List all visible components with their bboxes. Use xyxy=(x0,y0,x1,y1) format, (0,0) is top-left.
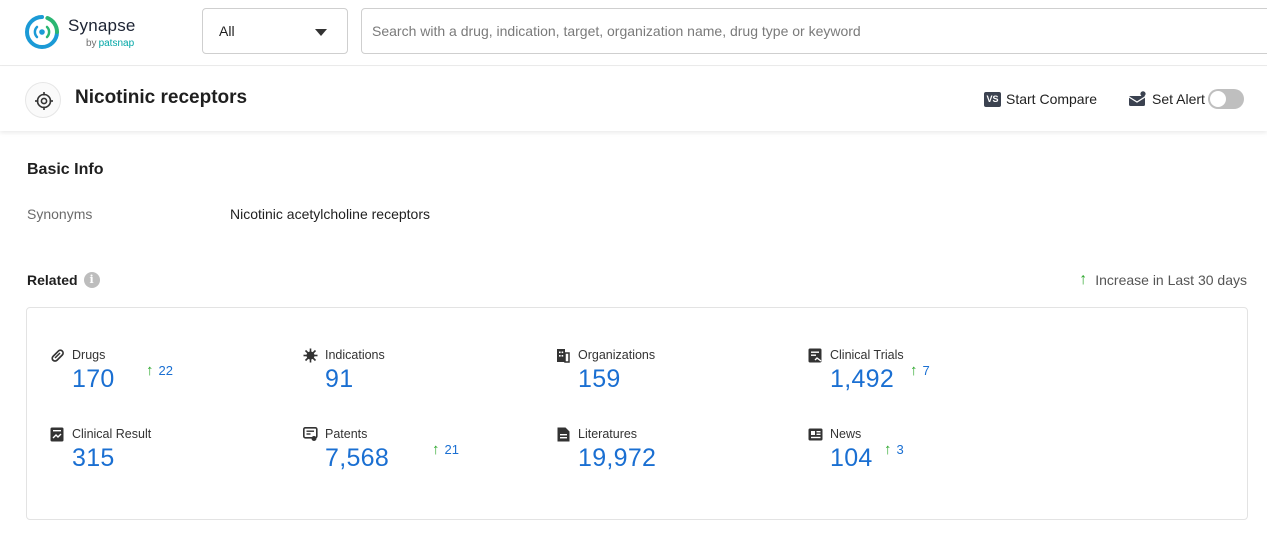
stat-increase: ↑ 21 xyxy=(432,442,459,458)
stat-value[interactable]: 104 xyxy=(830,444,873,473)
stat-value[interactable]: 19,972 xyxy=(578,444,656,473)
search-scope-value: All xyxy=(219,23,235,39)
stat-news[interactable]: News 104 ↑ 3 xyxy=(807,426,1027,486)
start-compare-button[interactable]: VS Start Compare xyxy=(984,89,1097,109)
synonyms-value: Nicotinic acetylcholine receptors xyxy=(230,206,430,222)
top-header: Synapse bypatsnap All xyxy=(0,0,1267,66)
stat-increase: ↑ 22 xyxy=(146,363,173,379)
set-alert-toggle[interactable] xyxy=(1208,89,1244,109)
patent-icon xyxy=(302,426,318,442)
stat-label: Patents xyxy=(325,427,367,441)
arrow-up-icon: ↑ xyxy=(910,363,918,379)
arrow-up-icon: ↑ xyxy=(1079,271,1087,289)
search-input[interactable] xyxy=(361,8,1267,54)
building-icon xyxy=(555,347,571,363)
synapse-logo-icon xyxy=(24,14,60,50)
stat-value[interactable]: 315 xyxy=(72,444,115,473)
pill-icon xyxy=(49,347,65,363)
related-heading-row: Related i xyxy=(27,272,100,288)
synonyms-label: Synonyms xyxy=(27,206,92,222)
stat-label: Organizations xyxy=(578,348,655,362)
stat-drugs[interactable]: Drugs 170 ↑ 22 xyxy=(49,347,269,407)
stat-label: Indications xyxy=(325,348,385,362)
stat-value[interactable]: 1,492 xyxy=(830,365,894,394)
document-icon xyxy=(555,426,571,442)
increase-legend-label: Increase in Last 30 days xyxy=(1095,272,1247,288)
basic-info-heading: Basic Info xyxy=(27,161,103,179)
stat-increase-value: 22 xyxy=(159,363,173,379)
stat-value[interactable]: 91 xyxy=(325,365,353,394)
brand-sub-by: by xyxy=(86,38,97,49)
compare-icon: VS xyxy=(984,92,1001,107)
start-compare-label: Start Compare xyxy=(1006,91,1097,107)
stat-increase-value: 21 xyxy=(445,442,459,458)
page-title: Nicotinic receptors xyxy=(75,87,247,109)
stat-increase-value: 3 xyxy=(897,442,904,458)
synapse-logo[interactable]: Synapse bypatsnap xyxy=(24,14,154,52)
title-bar: Nicotinic receptors VS Start Compare Set… xyxy=(0,67,1267,131)
stat-increase: ↑ 7 xyxy=(910,363,930,379)
stat-head: Patents xyxy=(302,426,367,442)
set-alert-control[interactable]: Set Alert xyxy=(1128,87,1244,111)
target-icon xyxy=(25,82,61,118)
stat-value[interactable]: 170 xyxy=(72,365,115,394)
stat-indications[interactable]: Indications 91 xyxy=(302,347,522,407)
stat-head: Drugs xyxy=(49,347,105,363)
stat-head: Organizations xyxy=(555,347,655,363)
stat-literatures[interactable]: Literatures 19,972 xyxy=(555,426,775,486)
clipboard-icon xyxy=(807,347,823,363)
stat-label: Clinical Result xyxy=(72,427,151,441)
related-stats-card: Drugs 170 ↑ 22 Indications 91 Organizati… xyxy=(26,307,1248,520)
stat-value[interactable]: 159 xyxy=(578,365,621,394)
brand-sub-name: patsnap xyxy=(99,38,135,49)
info-icon[interactable]: i xyxy=(84,272,100,288)
stat-patents[interactable]: Patents 7,568 ↑ 21 xyxy=(302,426,522,486)
search-scope-select[interactable]: All xyxy=(202,8,348,54)
stat-head: Clinical Result xyxy=(49,426,151,442)
stat-head: Indications xyxy=(302,347,385,363)
arrow-up-icon: ↑ xyxy=(432,442,440,458)
virus-icon xyxy=(302,347,318,363)
stat-organizations[interactable]: Organizations 159 xyxy=(555,347,775,407)
crosshair-icon xyxy=(35,92,53,110)
stat-label: Literatures xyxy=(578,427,637,441)
stat-head: News xyxy=(807,426,861,442)
increase-legend: ↑ Increase in Last 30 days xyxy=(1079,271,1247,289)
arrow-up-icon: ↑ xyxy=(146,363,154,379)
stat-head: Clinical Trials xyxy=(807,347,904,363)
arrow-up-icon: ↑ xyxy=(884,442,892,458)
stat-clinical-trials[interactable]: Clinical Trials 1,492 ↑ 7 xyxy=(807,347,1027,407)
stat-head: Literatures xyxy=(555,426,637,442)
stat-label: Drugs xyxy=(72,348,105,362)
stat-value[interactable]: 7,568 xyxy=(325,444,389,473)
set-alert-label: Set Alert xyxy=(1152,91,1205,107)
caret-down-icon xyxy=(315,29,327,36)
stat-label: News xyxy=(830,427,861,441)
stat-clinical-result[interactable]: Clinical Result 315 xyxy=(49,426,269,486)
stat-increase-value: 7 xyxy=(923,363,930,379)
stat-label: Clinical Trials xyxy=(830,348,904,362)
related-heading: Related xyxy=(27,272,78,288)
stat-increase: ↑ 3 xyxy=(884,442,904,458)
newspaper-icon xyxy=(807,426,823,442)
brand-name: Synapse xyxy=(68,16,136,36)
brand-subtitle: bypatsnap xyxy=(86,38,134,49)
toggle-knob xyxy=(1210,91,1226,107)
chart-doc-icon xyxy=(49,426,65,442)
alert-bell-icon xyxy=(1128,91,1148,107)
